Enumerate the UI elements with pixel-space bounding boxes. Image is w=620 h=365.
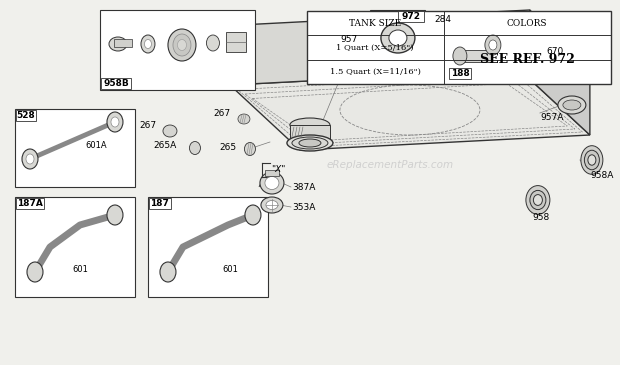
Ellipse shape [265, 177, 279, 189]
Bar [15, 197, 135, 297]
Ellipse shape [453, 47, 467, 65]
Text: 601A: 601A [85, 141, 107, 150]
Ellipse shape [381, 23, 415, 53]
Ellipse shape [107, 205, 123, 225]
Bar [148, 197, 268, 297]
Bar [290, 125, 330, 139]
Ellipse shape [160, 262, 176, 282]
Text: 265: 265 [219, 142, 236, 151]
Ellipse shape [292, 137, 328, 149]
Bar [16, 110, 36, 121]
Ellipse shape [109, 37, 127, 51]
Ellipse shape [530, 191, 546, 210]
Text: 972: 972 [401, 12, 420, 21]
Text: eReplacementParts.com: eReplacementParts.com [326, 160, 453, 170]
Ellipse shape [260, 172, 284, 194]
Ellipse shape [168, 29, 196, 61]
Ellipse shape [290, 118, 330, 132]
Text: 1.5 Quart (X=11/16"): 1.5 Quart (X=11/16") [330, 68, 420, 76]
Ellipse shape [26, 154, 34, 164]
Ellipse shape [177, 39, 187, 50]
Ellipse shape [534, 43, 552, 51]
Bar [265, 170, 279, 176]
Ellipse shape [141, 35, 155, 53]
Ellipse shape [287, 135, 333, 151]
Text: 284: 284 [435, 15, 451, 24]
Bar [15, 109, 135, 187]
Text: TANK SIZE: TANK SIZE [349, 19, 401, 28]
Polygon shape [230, 70, 590, 150]
Bar [226, 32, 246, 52]
Ellipse shape [439, 37, 447, 47]
Ellipse shape [299, 139, 321, 147]
Ellipse shape [535, 24, 551, 46]
Ellipse shape [163, 125, 177, 137]
Text: 387A: 387A [292, 182, 316, 192]
Ellipse shape [526, 185, 550, 214]
Ellipse shape [389, 30, 407, 46]
Bar [101, 78, 131, 89]
Text: 958B: 958B [103, 78, 129, 88]
Bar [307, 11, 611, 84]
Text: SEE REF. 972: SEE REF. 972 [480, 53, 575, 66]
Text: 187A: 187A [17, 199, 43, 207]
Text: 957: 957 [340, 35, 358, 45]
Ellipse shape [563, 100, 581, 110]
Bar [149, 198, 171, 209]
Ellipse shape [585, 150, 600, 170]
Text: 528: 528 [17, 111, 35, 119]
Text: 267: 267 [140, 120, 156, 130]
Text: 265A: 265A [153, 141, 177, 150]
Text: 188: 188 [451, 69, 469, 77]
Ellipse shape [245, 205, 261, 225]
Text: "X": "X" [271, 165, 285, 174]
Text: 353A: 353A [292, 203, 316, 211]
Ellipse shape [489, 40, 497, 50]
Ellipse shape [144, 39, 151, 49]
Text: 187: 187 [151, 199, 169, 207]
Text: COLORS: COLORS [507, 19, 547, 28]
Polygon shape [230, 10, 530, 85]
Text: 670: 670 [546, 47, 564, 57]
Ellipse shape [558, 96, 586, 114]
Ellipse shape [588, 155, 596, 165]
Bar [398, 11, 424, 22]
Ellipse shape [485, 35, 501, 55]
Text: 601: 601 [222, 265, 238, 273]
Text: 1 Quart (X=5/16"): 1 Quart (X=5/16") [337, 43, 414, 51]
Ellipse shape [238, 114, 250, 124]
Bar [449, 68, 471, 79]
Ellipse shape [437, 20, 449, 34]
Bar [458, 50, 492, 62]
Ellipse shape [111, 117, 119, 127]
Text: 958A: 958A [590, 170, 613, 180]
Bar [16, 198, 44, 209]
Ellipse shape [107, 112, 123, 132]
Ellipse shape [190, 142, 200, 154]
Ellipse shape [261, 197, 283, 213]
Ellipse shape [206, 35, 219, 51]
Ellipse shape [533, 195, 542, 205]
Bar [100, 10, 255, 90]
Ellipse shape [22, 149, 38, 169]
Text: 957A: 957A [540, 112, 563, 122]
Bar [370, 10, 425, 80]
Polygon shape [520, 10, 590, 135]
Bar [114, 39, 132, 47]
Ellipse shape [173, 34, 191, 56]
Text: 958: 958 [532, 212, 549, 222]
Text: 601: 601 [72, 265, 88, 273]
Ellipse shape [244, 142, 255, 155]
Ellipse shape [581, 146, 603, 174]
Ellipse shape [27, 262, 43, 282]
Text: 267: 267 [213, 108, 231, 118]
Ellipse shape [266, 200, 278, 210]
Bar [448, 18, 513, 80]
